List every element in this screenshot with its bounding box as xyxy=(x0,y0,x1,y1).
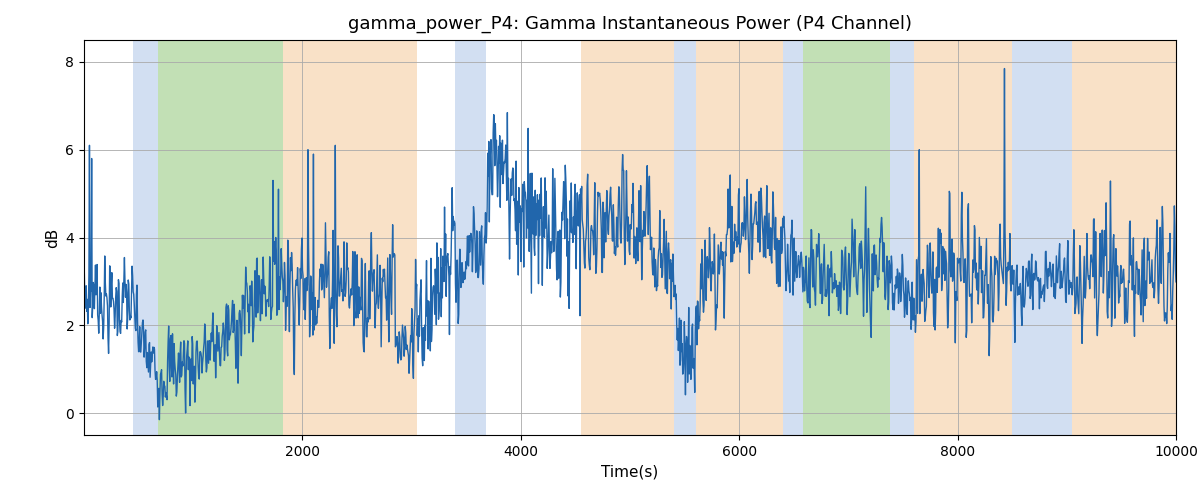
X-axis label: Time(s): Time(s) xyxy=(601,464,659,479)
Bar xyxy=(1013,40,1073,435)
Bar xyxy=(283,40,418,435)
Bar xyxy=(673,40,696,435)
Bar xyxy=(890,40,914,435)
Bar xyxy=(914,40,1013,435)
Bar xyxy=(581,40,673,435)
Bar xyxy=(696,40,782,435)
Y-axis label: dB: dB xyxy=(44,228,60,248)
Bar xyxy=(455,40,486,435)
Bar xyxy=(803,40,890,435)
Bar xyxy=(158,40,283,435)
Bar xyxy=(133,40,158,435)
Bar xyxy=(782,40,803,435)
Bar xyxy=(1073,40,1176,435)
Title: gamma_power_P4: Gamma Instantaneous Power (P4 Channel): gamma_power_P4: Gamma Instantaneous Powe… xyxy=(348,15,912,33)
